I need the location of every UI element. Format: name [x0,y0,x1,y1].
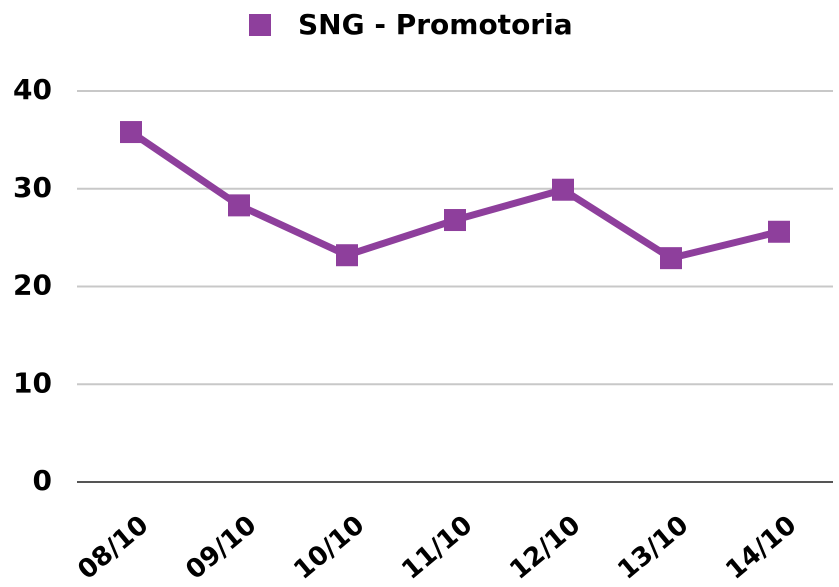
x-tick-label: 11/10 [396,510,478,586]
x-tick-label: 12/10 [504,510,586,586]
marker [444,209,466,232]
x-tick-label: 14/10 [720,510,802,586]
x-tick-label: 10/10 [288,510,370,586]
legend-label: SNG - Promotoria [298,8,573,41]
y-tick-label: 10 [13,366,52,399]
marker [552,178,574,201]
x-tick-label: 13/10 [612,510,694,586]
y-tick-label: 0 [33,464,52,497]
marker [120,121,142,144]
marker [660,247,682,270]
marker [768,220,790,243]
marker [228,194,250,217]
y-tick-label: 20 [13,269,52,302]
x-tick-label: 08/10 [72,510,154,586]
x-tick-label: 09/10 [180,510,262,586]
y-tick-label: 30 [13,171,52,204]
legend-marker [249,14,271,36]
marker [336,244,358,267]
y-tick-label: 40 [13,73,52,106]
